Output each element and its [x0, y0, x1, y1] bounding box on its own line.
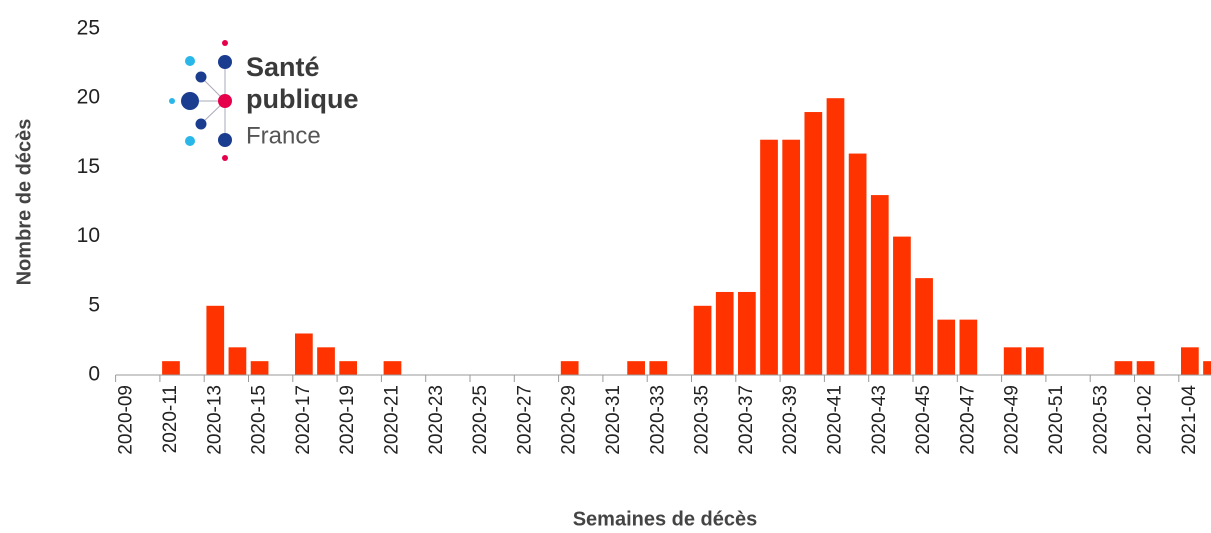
- bar: [1114, 361, 1133, 375]
- x-tick-label: 2020-45: [913, 385, 934, 455]
- bar: [317, 347, 335, 375]
- bar: [295, 333, 313, 375]
- y-tick-label: 20: [77, 86, 100, 109]
- x-tick-label: 2020-09: [116, 385, 137, 455]
- bar: [206, 305, 225, 375]
- x-tick-label: 2020-47: [957, 385, 978, 455]
- y-tick-label: 15: [77, 155, 100, 178]
- bar: [1025, 347, 1044, 375]
- bar: [893, 236, 911, 375]
- bar: [715, 291, 734, 375]
- bar: [804, 112, 823, 375]
- y-tick-label: 5: [88, 293, 100, 316]
- bar: [870, 195, 889, 375]
- x-tick-label: 2020-41: [824, 385, 845, 455]
- x-tick-label: 2020-49: [1002, 385, 1023, 455]
- bar: [228, 347, 247, 375]
- x-tick-label: 2020-17: [293, 385, 314, 455]
- bar: [937, 319, 956, 375]
- bar: [383, 361, 402, 375]
- x-tick-label: 2020-43: [869, 385, 890, 455]
- bar: [848, 153, 867, 375]
- bar: [250, 361, 269, 375]
- x-tick-label: 2020-21: [381, 385, 402, 455]
- y-axis-title: Nombre de décès: [13, 119, 35, 286]
- bar: [782, 139, 801, 375]
- x-tick-label: 2020-19: [337, 385, 358, 455]
- x-tick-label: 2020-39: [780, 385, 801, 455]
- bar: [959, 319, 978, 375]
- x-tick-label: 2020-51: [1046, 385, 1067, 455]
- bar: [693, 305, 712, 375]
- x-tick-label: 2020-29: [559, 385, 580, 455]
- bar: [649, 361, 668, 375]
- bar: [1003, 347, 1022, 375]
- bar: [1203, 361, 1211, 375]
- logo-text: France: [246, 122, 321, 149]
- x-tick-label: 2020-31: [603, 385, 624, 455]
- x-tick-label: 2020-13: [204, 385, 225, 455]
- y-tick-label: 0: [88, 363, 100, 386]
- bar: [1181, 347, 1199, 375]
- bar: [162, 361, 180, 375]
- bar: [339, 361, 358, 375]
- bar: [915, 278, 933, 375]
- x-tick-label: 2020-15: [249, 385, 270, 455]
- bar: [760, 139, 778, 375]
- x-tick-label: 2021-04: [1179, 385, 1200, 455]
- y-tick-label: 10: [77, 224, 100, 247]
- logo: Santé publique France: [169, 40, 358, 161]
- bar: [1136, 361, 1155, 375]
- x-tick-label: 2020-11: [160, 385, 181, 453]
- x-tick-label: 2020-23: [426, 385, 447, 455]
- logo-text: publique: [246, 84, 358, 114]
- x-axis-title: Semaines de décès: [573, 508, 758, 530]
- x-tick-label: 2020-37: [736, 385, 757, 455]
- x-tick-label: 2020-25: [470, 385, 491, 455]
- x-tick-label: 2020-33: [647, 385, 668, 455]
- bar: [560, 361, 579, 375]
- logo-text: Santé: [246, 52, 320, 82]
- x-tick-label: 2020-27: [514, 385, 535, 455]
- x-tick-label: 2021-02: [1135, 385, 1156, 455]
- bar: [627, 361, 645, 375]
- bar: [826, 98, 845, 375]
- y-tick-label: 25: [77, 17, 100, 40]
- x-tick-label: 2020-35: [692, 385, 713, 455]
- x-tick-label: 2020-53: [1090, 385, 1111, 455]
- bar: [738, 291, 756, 375]
